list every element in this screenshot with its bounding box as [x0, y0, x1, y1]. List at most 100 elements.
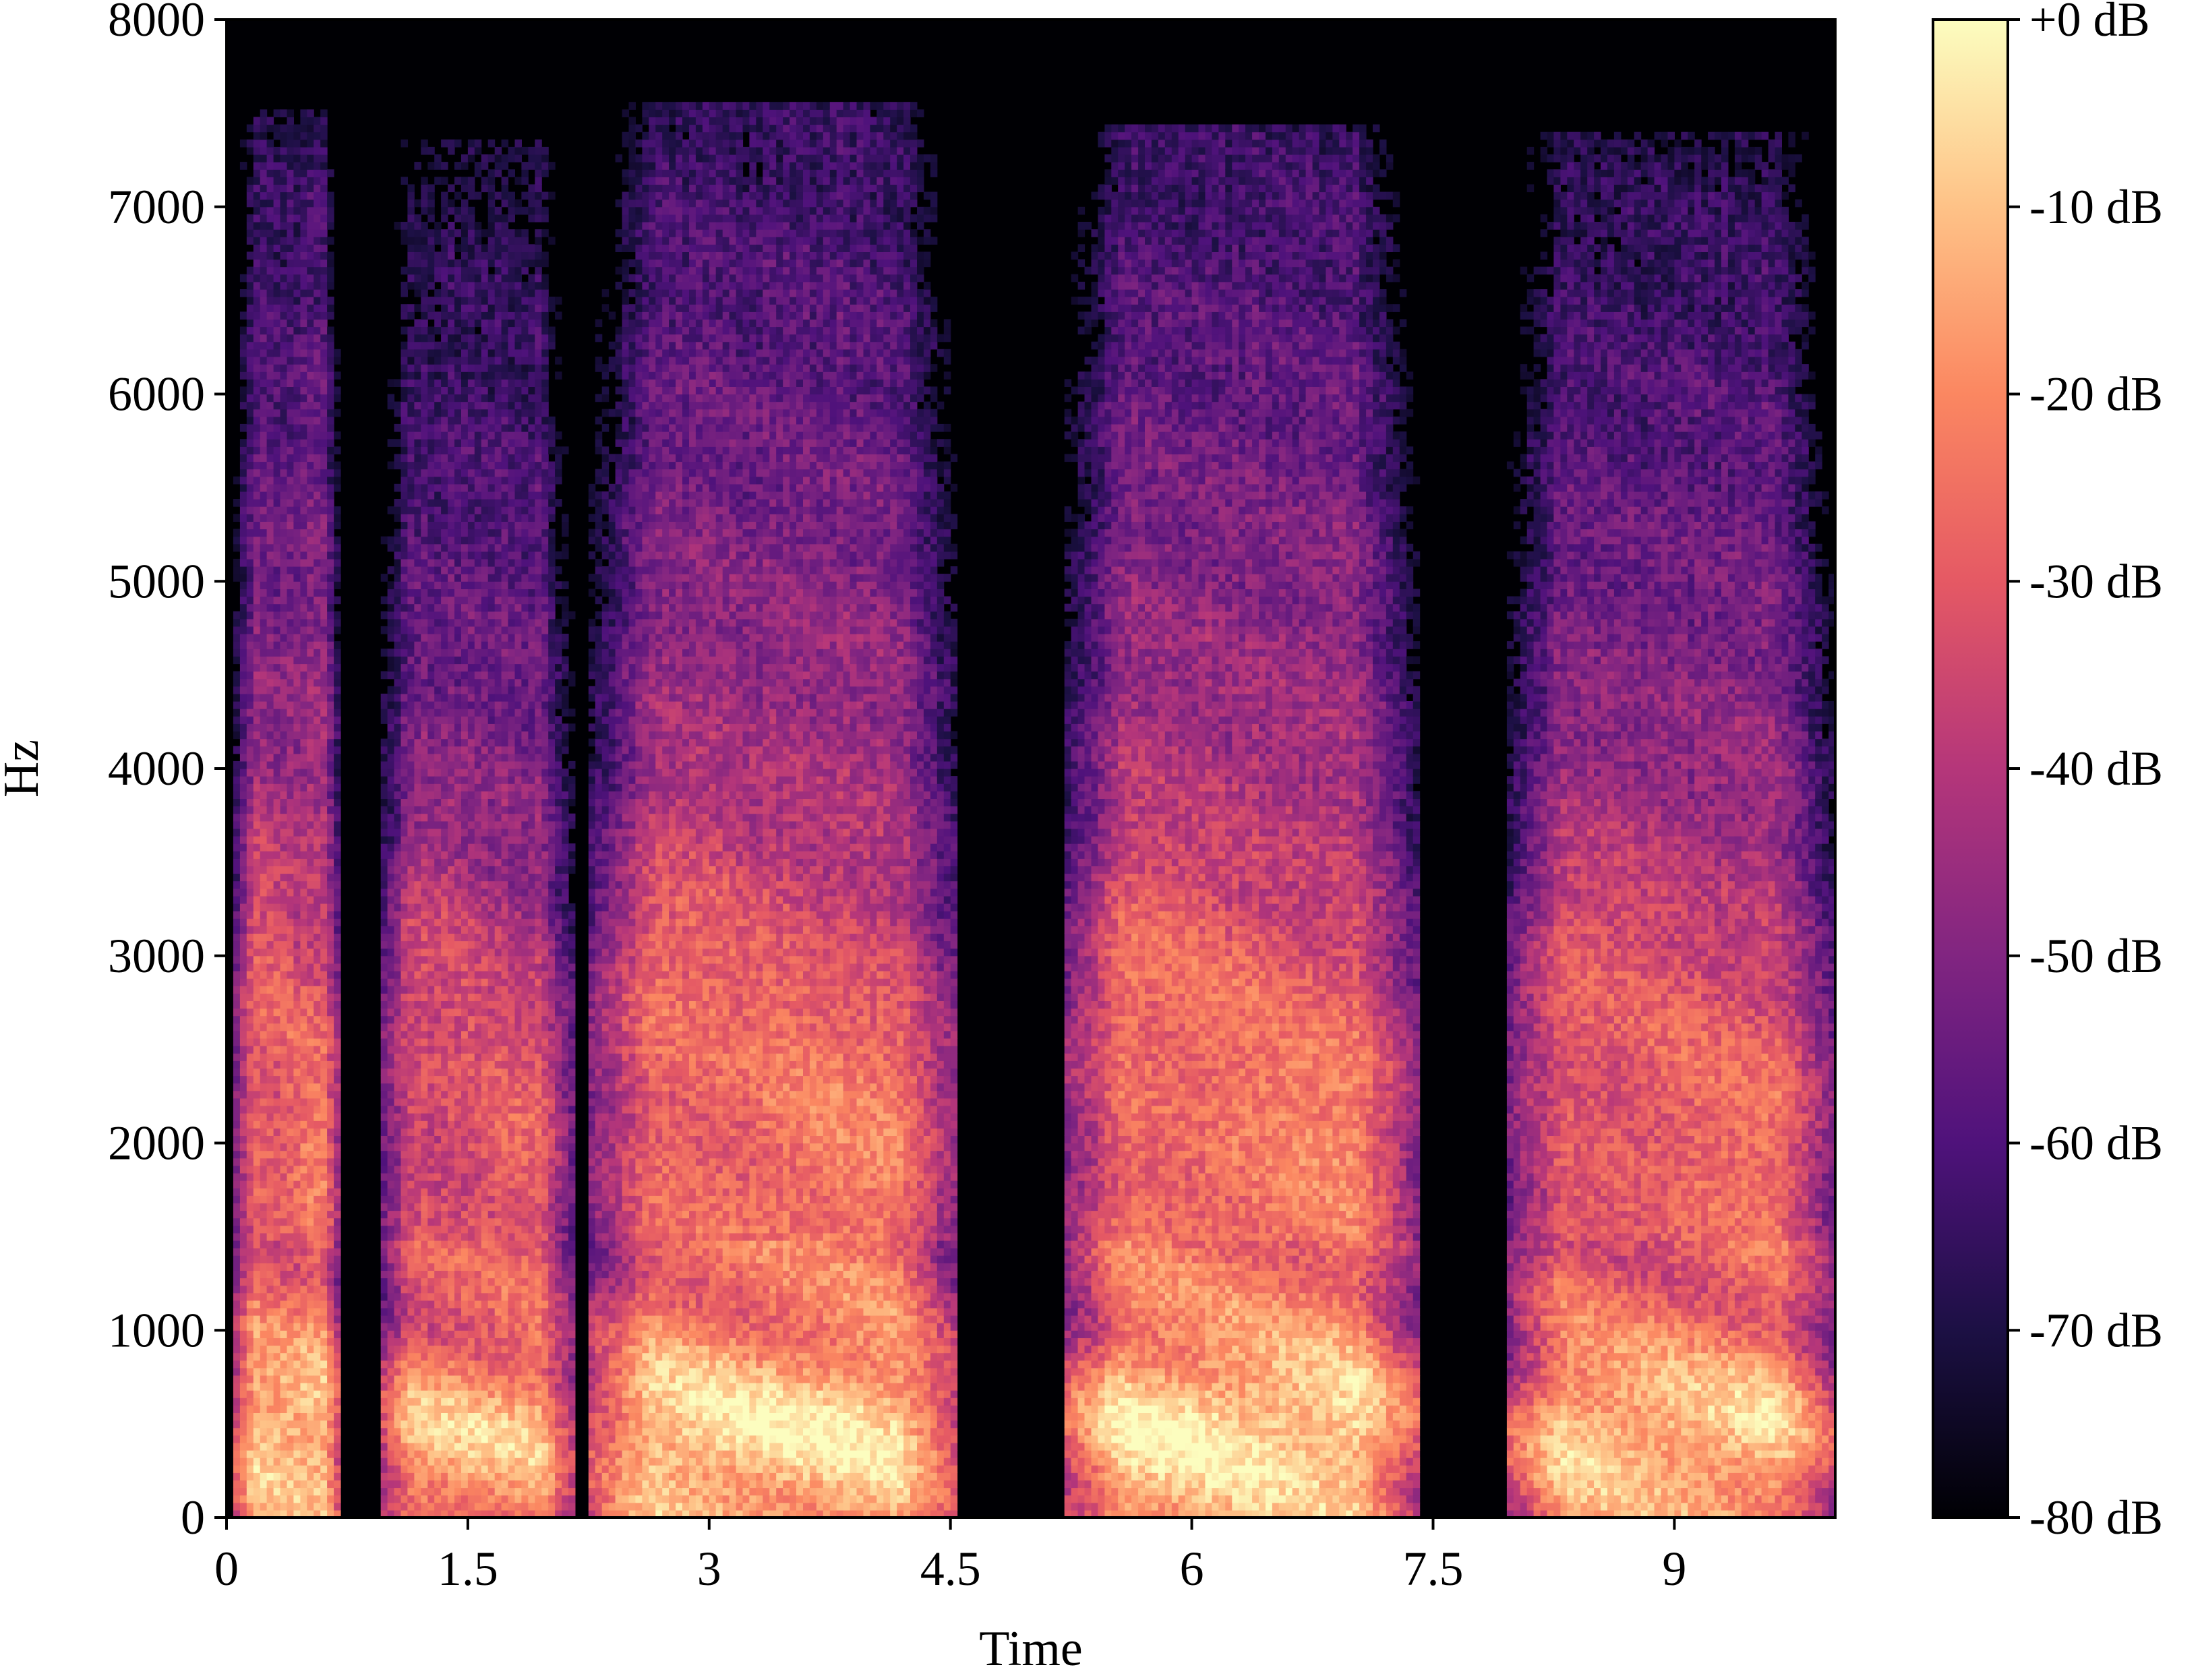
spectrogram-cell	[293, 1390, 301, 1398]
spectrogram-cell	[254, 177, 261, 185]
spectrogram-cell	[240, 1270, 247, 1278]
spectrogram-cell	[448, 297, 455, 305]
spectrogram-cell	[414, 597, 421, 605]
spectrogram-cell	[233, 881, 241, 889]
spectrogram-cell	[388, 1353, 395, 1361]
spectrogram-cell	[421, 798, 428, 806]
spectrogram-cell	[421, 1128, 428, 1136]
spectrogram-cell	[314, 1233, 321, 1241]
spectrogram-cell	[287, 514, 295, 522]
spectrogram-cell	[247, 469, 254, 477]
spectrogram-cell	[320, 462, 328, 470]
spectrogram-cell	[260, 843, 268, 851]
spectrogram-cell	[320, 1248, 328, 1256]
spectrogram-cell	[280, 1495, 288, 1503]
spectrogram-cell	[421, 1338, 428, 1346]
spectrogram-cell	[320, 1135, 328, 1143]
spectrogram-cell	[407, 1046, 415, 1054]
spectrogram-cell	[381, 889, 388, 897]
spectrogram-cell	[260, 1428, 268, 1436]
spectrogram-cell	[274, 177, 281, 185]
spectrogram-cell	[421, 918, 428, 926]
spectrogram-cell	[233, 611, 241, 620]
spectrogram-cell	[434, 641, 442, 649]
spectrogram-cell	[247, 1435, 254, 1443]
spectrogram-cell	[414, 829, 421, 837]
spectrogram-cell	[388, 1038, 395, 1046]
spectrogram-cell	[421, 1016, 428, 1024]
spectrogram-cell	[401, 327, 409, 335]
spectrogram-cell	[401, 1009, 409, 1017]
spectrogram-cell	[327, 814, 334, 822]
spectrogram-cell	[240, 1151, 247, 1159]
spectrogram-cell	[260, 664, 268, 672]
spectrogram-cell	[254, 604, 261, 612]
spectrogram-cell	[240, 1068, 247, 1076]
spectrogram-cell	[421, 289, 428, 297]
spectrogram-cell	[293, 1293, 301, 1301]
spectrogram-cell	[247, 761, 254, 769]
spectrogram-cell	[287, 769, 295, 777]
spectrogram-cell	[247, 716, 254, 724]
spectrogram-cell	[394, 1353, 402, 1361]
spectrogram-cell	[254, 723, 261, 731]
spectrogram-cell	[434, 1413, 442, 1421]
spectrogram-cell	[300, 776, 307, 784]
spectrogram-cell	[401, 1360, 409, 1369]
spectrogram-cell	[274, 723, 281, 731]
spectrogram-cell	[314, 821, 321, 829]
spectrogram-cell	[381, 971, 388, 979]
spectrogram-cell	[320, 417, 328, 425]
spectrogram-cell	[414, 260, 421, 268]
spectrogram-cell	[247, 1248, 254, 1256]
spectrogram-cell	[394, 1120, 402, 1129]
spectrogram-cell	[254, 1000, 261, 1009]
spectrogram-cell	[327, 1046, 334, 1054]
spectrogram-cell	[320, 1106, 328, 1114]
spectrogram-cell	[260, 814, 268, 822]
spectrogram-cell	[381, 1368, 388, 1376]
spectrogram-cell	[421, 843, 428, 851]
spectrogram-cell	[240, 709, 247, 717]
spectrogram-cell	[448, 342, 455, 350]
spectrogram-cell	[407, 1083, 415, 1091]
spectrogram-cell	[274, 1300, 281, 1309]
spectrogram-cell	[280, 978, 288, 986]
spectrogram-cell	[300, 634, 307, 642]
spectrogram-cell	[293, 1135, 301, 1143]
spectrogram-cell	[414, 671, 421, 680]
spectrogram-cell	[267, 439, 274, 447]
spectrogram-cell	[293, 1053, 301, 1061]
spectrogram-cell	[448, 1031, 455, 1039]
spectrogram-cell	[307, 671, 314, 680]
spectrogram-cell	[267, 783, 274, 791]
spectrogram-cell	[314, 634, 321, 642]
spectrogram-cell	[254, 821, 261, 829]
spectrogram-cell	[293, 739, 301, 747]
spectrogram-cell	[427, 791, 435, 799]
spectrogram-cell	[434, 1226, 442, 1234]
spectrogram-cell	[274, 731, 281, 740]
spectrogram-cell	[300, 446, 307, 454]
spectrogram-cell	[233, 1308, 241, 1316]
spectrogram-cell	[320, 274, 328, 282]
spectrogram-cell	[254, 260, 261, 268]
spectrogram-cell	[334, 949, 341, 957]
spectrogram-cell	[327, 679, 334, 687]
spectrogram-cell	[421, 1458, 428, 1466]
spectrogram-cell	[388, 1480, 395, 1488]
spectrogram-cell	[267, 379, 274, 387]
spectrogram-cell	[307, 200, 314, 208]
spectrogram-cell	[401, 1405, 409, 1413]
spectrogram-cell	[381, 754, 388, 762]
spectrogram-cell	[300, 1330, 307, 1338]
spectrogram-cell	[320, 1046, 328, 1054]
spectrogram-cell	[300, 469, 307, 477]
spectrogram-cell	[414, 327, 421, 335]
spectrogram-cell	[233, 1450, 241, 1458]
spectrogram-cell	[407, 739, 415, 747]
spectrogram-cell	[300, 1503, 307, 1511]
spectrogram-cell	[414, 484, 421, 492]
spectrogram-cell	[327, 1398, 334, 1406]
spectrogram-cell	[247, 1308, 254, 1316]
